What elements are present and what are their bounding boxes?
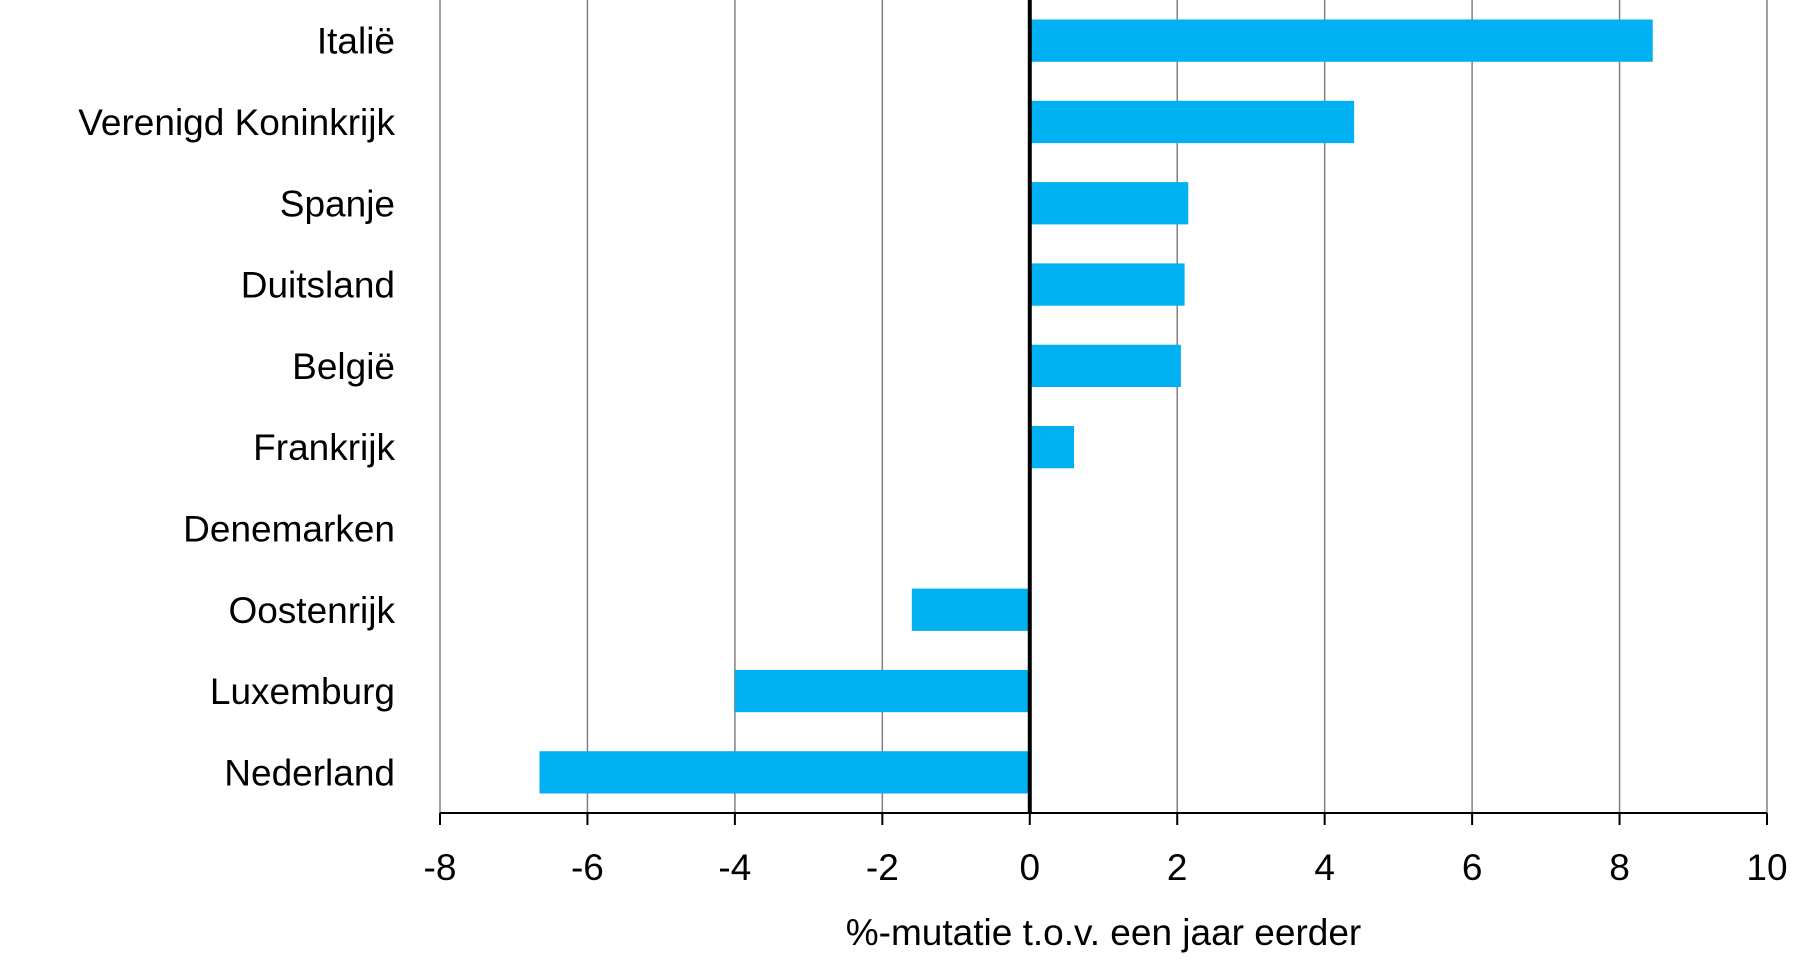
category-label: Duitsland [241,265,395,306]
bar [1029,182,1189,225]
x-tick-label: 0 [1019,847,1040,888]
category-label: Denemarken [183,508,395,549]
bars [539,19,1653,794]
bar [1029,100,1355,144]
bar [734,669,1030,713]
category-label: Frankrijk [253,427,395,468]
x-tick-label: -2 [866,847,899,888]
x-tick-label: -8 [424,847,457,888]
x-tick-labels: -8 -6 -4 -2 0 2 4 6 8 10 [424,847,1788,888]
category-label: Italië [317,21,395,62]
x-axis-title: %-mutatie t.o.v. een jaar eerder [846,912,1362,953]
bar [1029,19,1653,62]
bar [1029,426,1075,469]
category-label: Luxemburg [210,671,395,712]
x-tick-label: -6 [571,847,604,888]
category-label: Nederland [224,752,395,793]
bar [911,588,1030,631]
category-labels: Italië Verenigd Koninkrijk Spanje Duitsland… [78,21,395,794]
x-tick-label: 2 [1167,847,1188,888]
category-label: Verenigd Koninkrijk [78,102,395,143]
bar [539,751,1030,794]
axes [439,0,1768,825]
bar [1029,263,1185,306]
x-tick-label: 8 [1609,847,1630,888]
x-tick-label: 10 [1746,847,1787,888]
bar [1029,344,1181,387]
x-tick-label: 6 [1462,847,1483,888]
x-tick-label: 4 [1314,847,1335,888]
category-label: Oostenrijk [228,590,395,631]
category-label: België [292,346,395,387]
x-tick-label: -4 [718,847,751,888]
category-label: Spanje [280,183,395,224]
